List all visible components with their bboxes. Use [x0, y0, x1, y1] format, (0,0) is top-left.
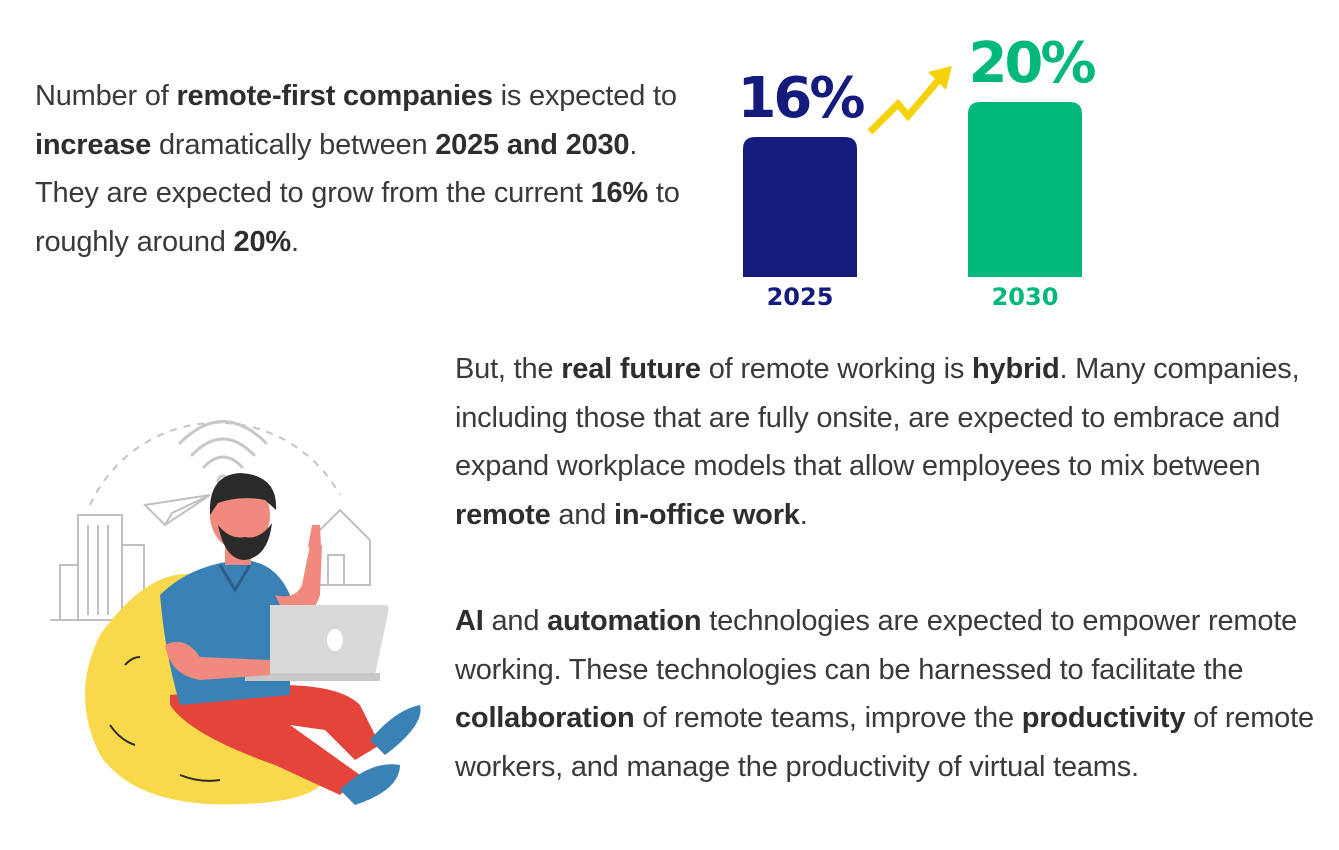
buildings-icon — [50, 514, 160, 621]
ai-paragraph: AI and automation technologies are expec… — [455, 605, 1314, 783]
bar-2025 — [743, 137, 857, 277]
value-label-2025: 16% — [737, 66, 864, 131]
growth-bar-chart: 16% 2025 20% 2030 — [737, 31, 1098, 311]
paper-plane-icon — [142, 494, 211, 527]
category-label-2025: 2025 — [767, 283, 834, 311]
person-with-laptop-icon — [50, 420, 421, 805]
growth-arrow-icon — [867, 66, 952, 135]
value-label-2030: 20% — [968, 31, 1095, 96]
hybrid-paragraph: But, the real future of remote working i… — [455, 353, 1300, 531]
intro-paragraph: Number of remote-first companies is expe… — [35, 80, 680, 258]
bar-2030 — [968, 102, 1082, 277]
category-label-2030: 2030 — [992, 283, 1059, 311]
